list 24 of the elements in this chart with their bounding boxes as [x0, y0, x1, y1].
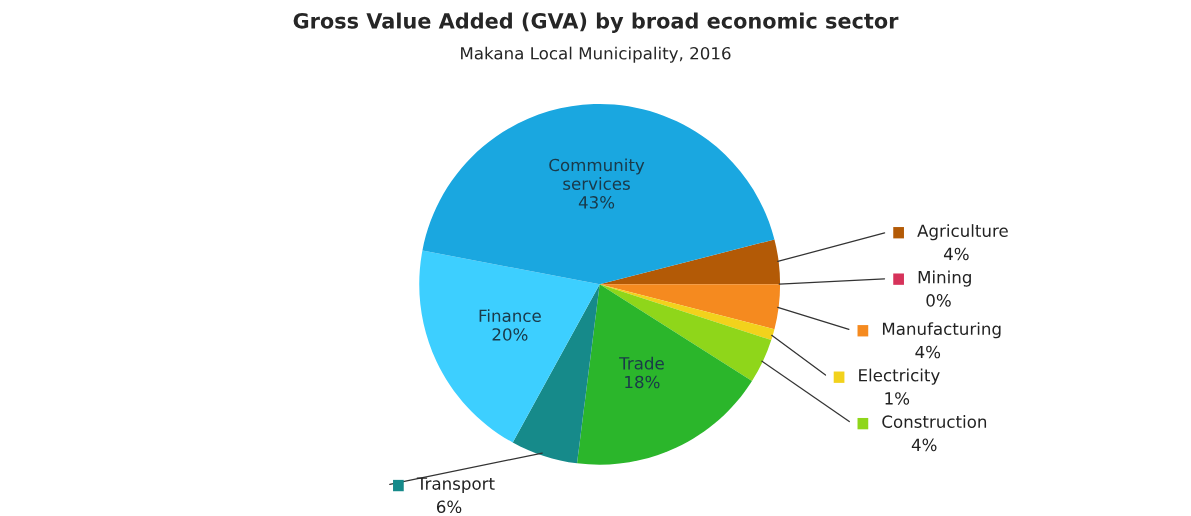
slice-label: Trade: [619, 356, 664, 370]
pie-slice: [577, 284, 753, 465]
slice-label: Finance: [479, 309, 541, 323]
legend-label: Transport: [416, 477, 495, 494]
data-label: 6%: [436, 500, 462, 514]
chart-title: Gross Value Added (GVA) by broad economic sector: [293, 12, 899, 33]
legend-label: Electricity: [859, 368, 940, 385]
data-label: 4%: [911, 438, 937, 452]
legend-label: Agriculture: [917, 224, 1008, 241]
data-label: 4%: [943, 247, 969, 261]
legend-label: Construction: [882, 415, 987, 428]
data-label: 4%: [915, 345, 941, 359]
legend-label: Mining: [918, 270, 971, 287]
legend-label: Manufacturing: [882, 322, 1001, 339]
slice-label: Community services: [549, 158, 645, 190]
chart-subtitle: Makana Local Municipality, 2016: [461, 46, 731, 63]
pie-slice: [599, 284, 781, 330]
pie-slice: [422, 103, 775, 285]
data-label: 43%: [578, 196, 615, 209]
data-label: 1%: [885, 392, 910, 405]
data-label: 20%: [492, 328, 528, 341]
data-label: 18%: [625, 375, 660, 389]
pie-slice: [419, 250, 600, 443]
text: 0%: [926, 294, 951, 307]
